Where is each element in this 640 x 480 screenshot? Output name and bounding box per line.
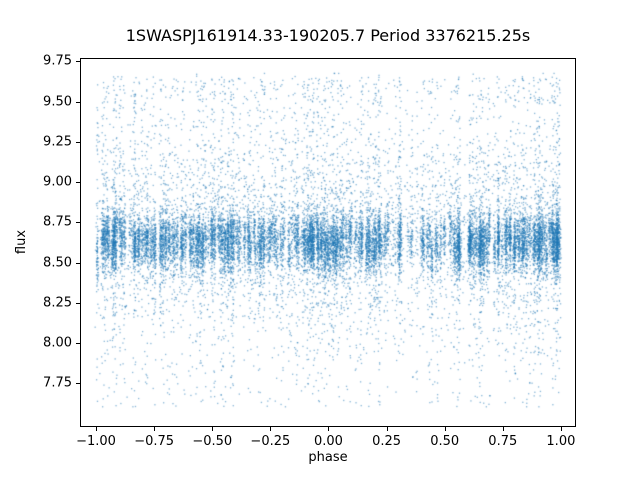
y-tick-label: 8.75 (43, 214, 72, 230)
plot-area (80, 58, 576, 427)
y-tick-label: 8.25 (43, 295, 72, 311)
y-tick-mark (76, 383, 80, 385)
x-tick-label: −1.00 (76, 434, 116, 449)
y-tick-label: 9.75 (43, 53, 72, 69)
x-tick-mark (212, 427, 214, 431)
x-tick-mark (502, 427, 504, 431)
x-tick-label: 1.00 (546, 434, 576, 449)
y-tick-label: 8.50 (43, 255, 72, 271)
x-tick-mark (386, 427, 388, 431)
x-tick-label: −0.50 (192, 434, 233, 449)
y-tick-mark (76, 182, 80, 184)
y-tick-mark (76, 302, 80, 304)
y-tick-label: 8.00 (43, 335, 72, 351)
scatter-points (81, 59, 575, 426)
x-axis-label: phase (308, 450, 348, 465)
x-tick-mark (96, 427, 98, 431)
y-tick-mark (76, 101, 80, 103)
y-tick-mark (76, 343, 80, 345)
y-axis-label: flux (14, 229, 29, 255)
x-tick-label: 0.75 (488, 434, 518, 449)
x-tick-label: 0.50 (430, 434, 460, 449)
y-tick-mark (76, 141, 80, 143)
x-tick-label: −0.75 (134, 434, 175, 449)
y-tick-mark (76, 222, 80, 224)
chart-title: 1SWASPJ161914.33-190205.7 Period 3376215… (125, 26, 531, 45)
x-tick-mark (270, 427, 272, 431)
y-tick-label: 7.75 (43, 375, 72, 391)
y-tick-mark (76, 262, 80, 264)
y-tick-label: 9.25 (43, 134, 72, 150)
x-tick-mark (328, 427, 330, 431)
y-tick-label: 9.50 (43, 94, 72, 109)
x-tick-label: 0.25 (372, 434, 402, 449)
x-tick-mark (560, 427, 562, 431)
y-tick-mark (76, 61, 80, 63)
x-tick-label: −0.25 (250, 434, 291, 449)
x-tick-mark (444, 427, 446, 431)
x-tick-mark (154, 427, 156, 431)
y-tick-label: 9.00 (43, 174, 72, 190)
x-tick-label: 0.00 (313, 434, 343, 449)
